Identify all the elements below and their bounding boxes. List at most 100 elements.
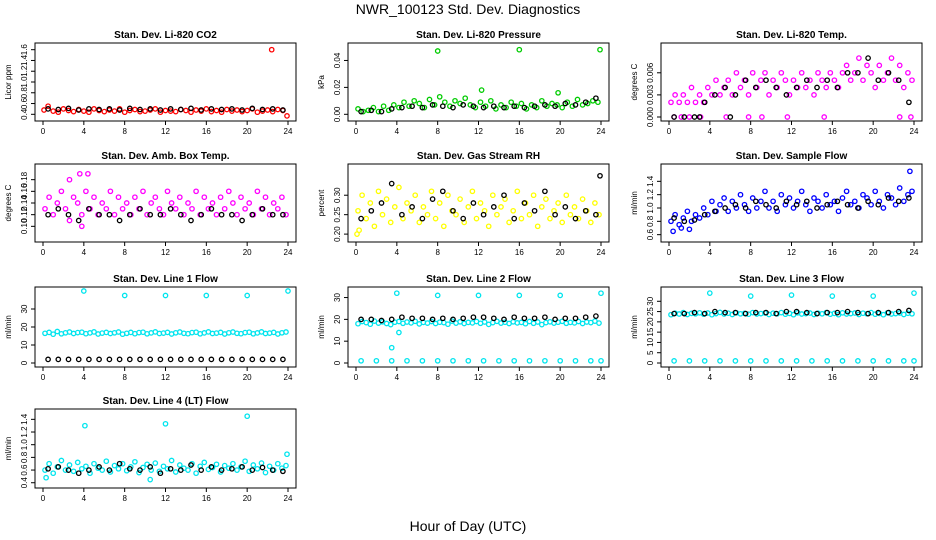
data-point (691, 217, 698, 223)
data-point (246, 468, 253, 475)
y-tick-label: 1.4 (20, 54, 29, 66)
data-point (763, 201, 769, 208)
data-point (684, 99, 691, 106)
x-tick-label: 8 (122, 373, 127, 382)
chart-title: Stan. Dev. Line 4 (LT) Flow (103, 396, 229, 407)
data-point (741, 201, 748, 208)
data-point (239, 107, 245, 113)
data-point (119, 460, 126, 467)
x-tick-label: 12 (161, 127, 170, 136)
data-point (514, 188, 521, 195)
x-tick-label: 0 (667, 373, 672, 382)
y-tick-label: 1.2 (646, 189, 655, 201)
data-point (814, 310, 820, 317)
data-point (480, 357, 487, 364)
data-point (477, 200, 484, 206)
data-point (229, 106, 235, 112)
x-tick-label: 20 (869, 127, 878, 136)
data-point (528, 102, 535, 108)
chart-title: Stan. Dev. Li-820 Temp. (736, 30, 847, 41)
figure-x-axis-label: Hour of Day (UTC) (409, 518, 527, 534)
data-point (116, 356, 123, 363)
data-point (696, 114, 703, 120)
x-tick-label: 24 (284, 494, 293, 503)
data-point (681, 310, 688, 317)
data-point (856, 55, 862, 61)
data-point (875, 201, 882, 208)
data-point (172, 108, 179, 115)
data-point (80, 288, 87, 294)
data-point (254, 188, 261, 195)
data-point (86, 109, 92, 116)
data-point (147, 211, 154, 218)
data-point (701, 99, 708, 106)
y-tick-label: 15 (646, 327, 655, 336)
x-tick-label: 0 (354, 248, 359, 257)
data-point (712, 92, 718, 98)
data-point (45, 103, 51, 110)
data-point (671, 310, 677, 317)
data-point (188, 356, 194, 363)
data-point (218, 109, 225, 116)
data-point (388, 180, 395, 187)
chart-panel-8: Stan. Dev. Line 2 Flow ml/min 0 4 8 12 16 20 24 0… (317, 274, 610, 382)
data-point (193, 470, 199, 477)
x-tick-label: 24 (284, 248, 293, 257)
data-point (895, 77, 902, 84)
data-point (279, 194, 285, 201)
data-point (249, 356, 256, 363)
chart-title: Stan. Dev. Li-820 CO2 (114, 30, 217, 41)
data-point (185, 467, 191, 473)
data-point (593, 95, 599, 102)
data-point (865, 55, 871, 61)
data-point (246, 200, 253, 206)
data-point (670, 228, 676, 235)
data-point (367, 321, 374, 328)
data-point (65, 105, 72, 112)
data-point (360, 108, 366, 115)
data-point (860, 77, 866, 84)
data-point (421, 104, 428, 111)
data-point (147, 464, 154, 470)
data-point (156, 205, 163, 212)
data-point (763, 309, 769, 316)
data-point (593, 313, 599, 319)
x-tick-label: 0 (667, 248, 672, 257)
data-point (538, 97, 545, 104)
x-tick-label: 12 (161, 494, 170, 503)
data-point (115, 329, 122, 335)
data-point (45, 211, 51, 218)
data-point (572, 357, 579, 364)
data-point (729, 92, 736, 98)
data-point (521, 315, 528, 322)
data-point (749, 195, 756, 201)
data-point (847, 77, 854, 84)
y-tick-label: 0.14 (20, 195, 29, 211)
data-point (87, 470, 93, 477)
data-point (745, 92, 752, 98)
data-point (285, 288, 291, 294)
plot-frame (34, 286, 297, 368)
data-point (742, 77, 749, 84)
data-point (839, 358, 846, 364)
data-point (722, 309, 728, 316)
data-point (671, 114, 677, 120)
data-point (99, 200, 106, 206)
data-point (783, 308, 790, 315)
data-point (678, 114, 685, 120)
y-tick-label: 0.10 (20, 218, 29, 234)
y-tick-label: 0.04 (333, 52, 342, 68)
data-point (439, 315, 446, 322)
data-point (672, 211, 678, 218)
chart-panel-2: Stan. Dev. Li-820 Pressure kPa 0 4 8 12 16 20 24… (317, 30, 610, 136)
data-point (419, 357, 426, 364)
data-point (802, 84, 809, 91)
data-point (598, 290, 604, 297)
data-point (167, 356, 174, 363)
data-point (167, 106, 174, 112)
data-point (126, 105, 133, 112)
data-point (793, 358, 800, 364)
data-point (147, 356, 154, 363)
data-point (906, 195, 912, 201)
data-point (208, 106, 215, 112)
